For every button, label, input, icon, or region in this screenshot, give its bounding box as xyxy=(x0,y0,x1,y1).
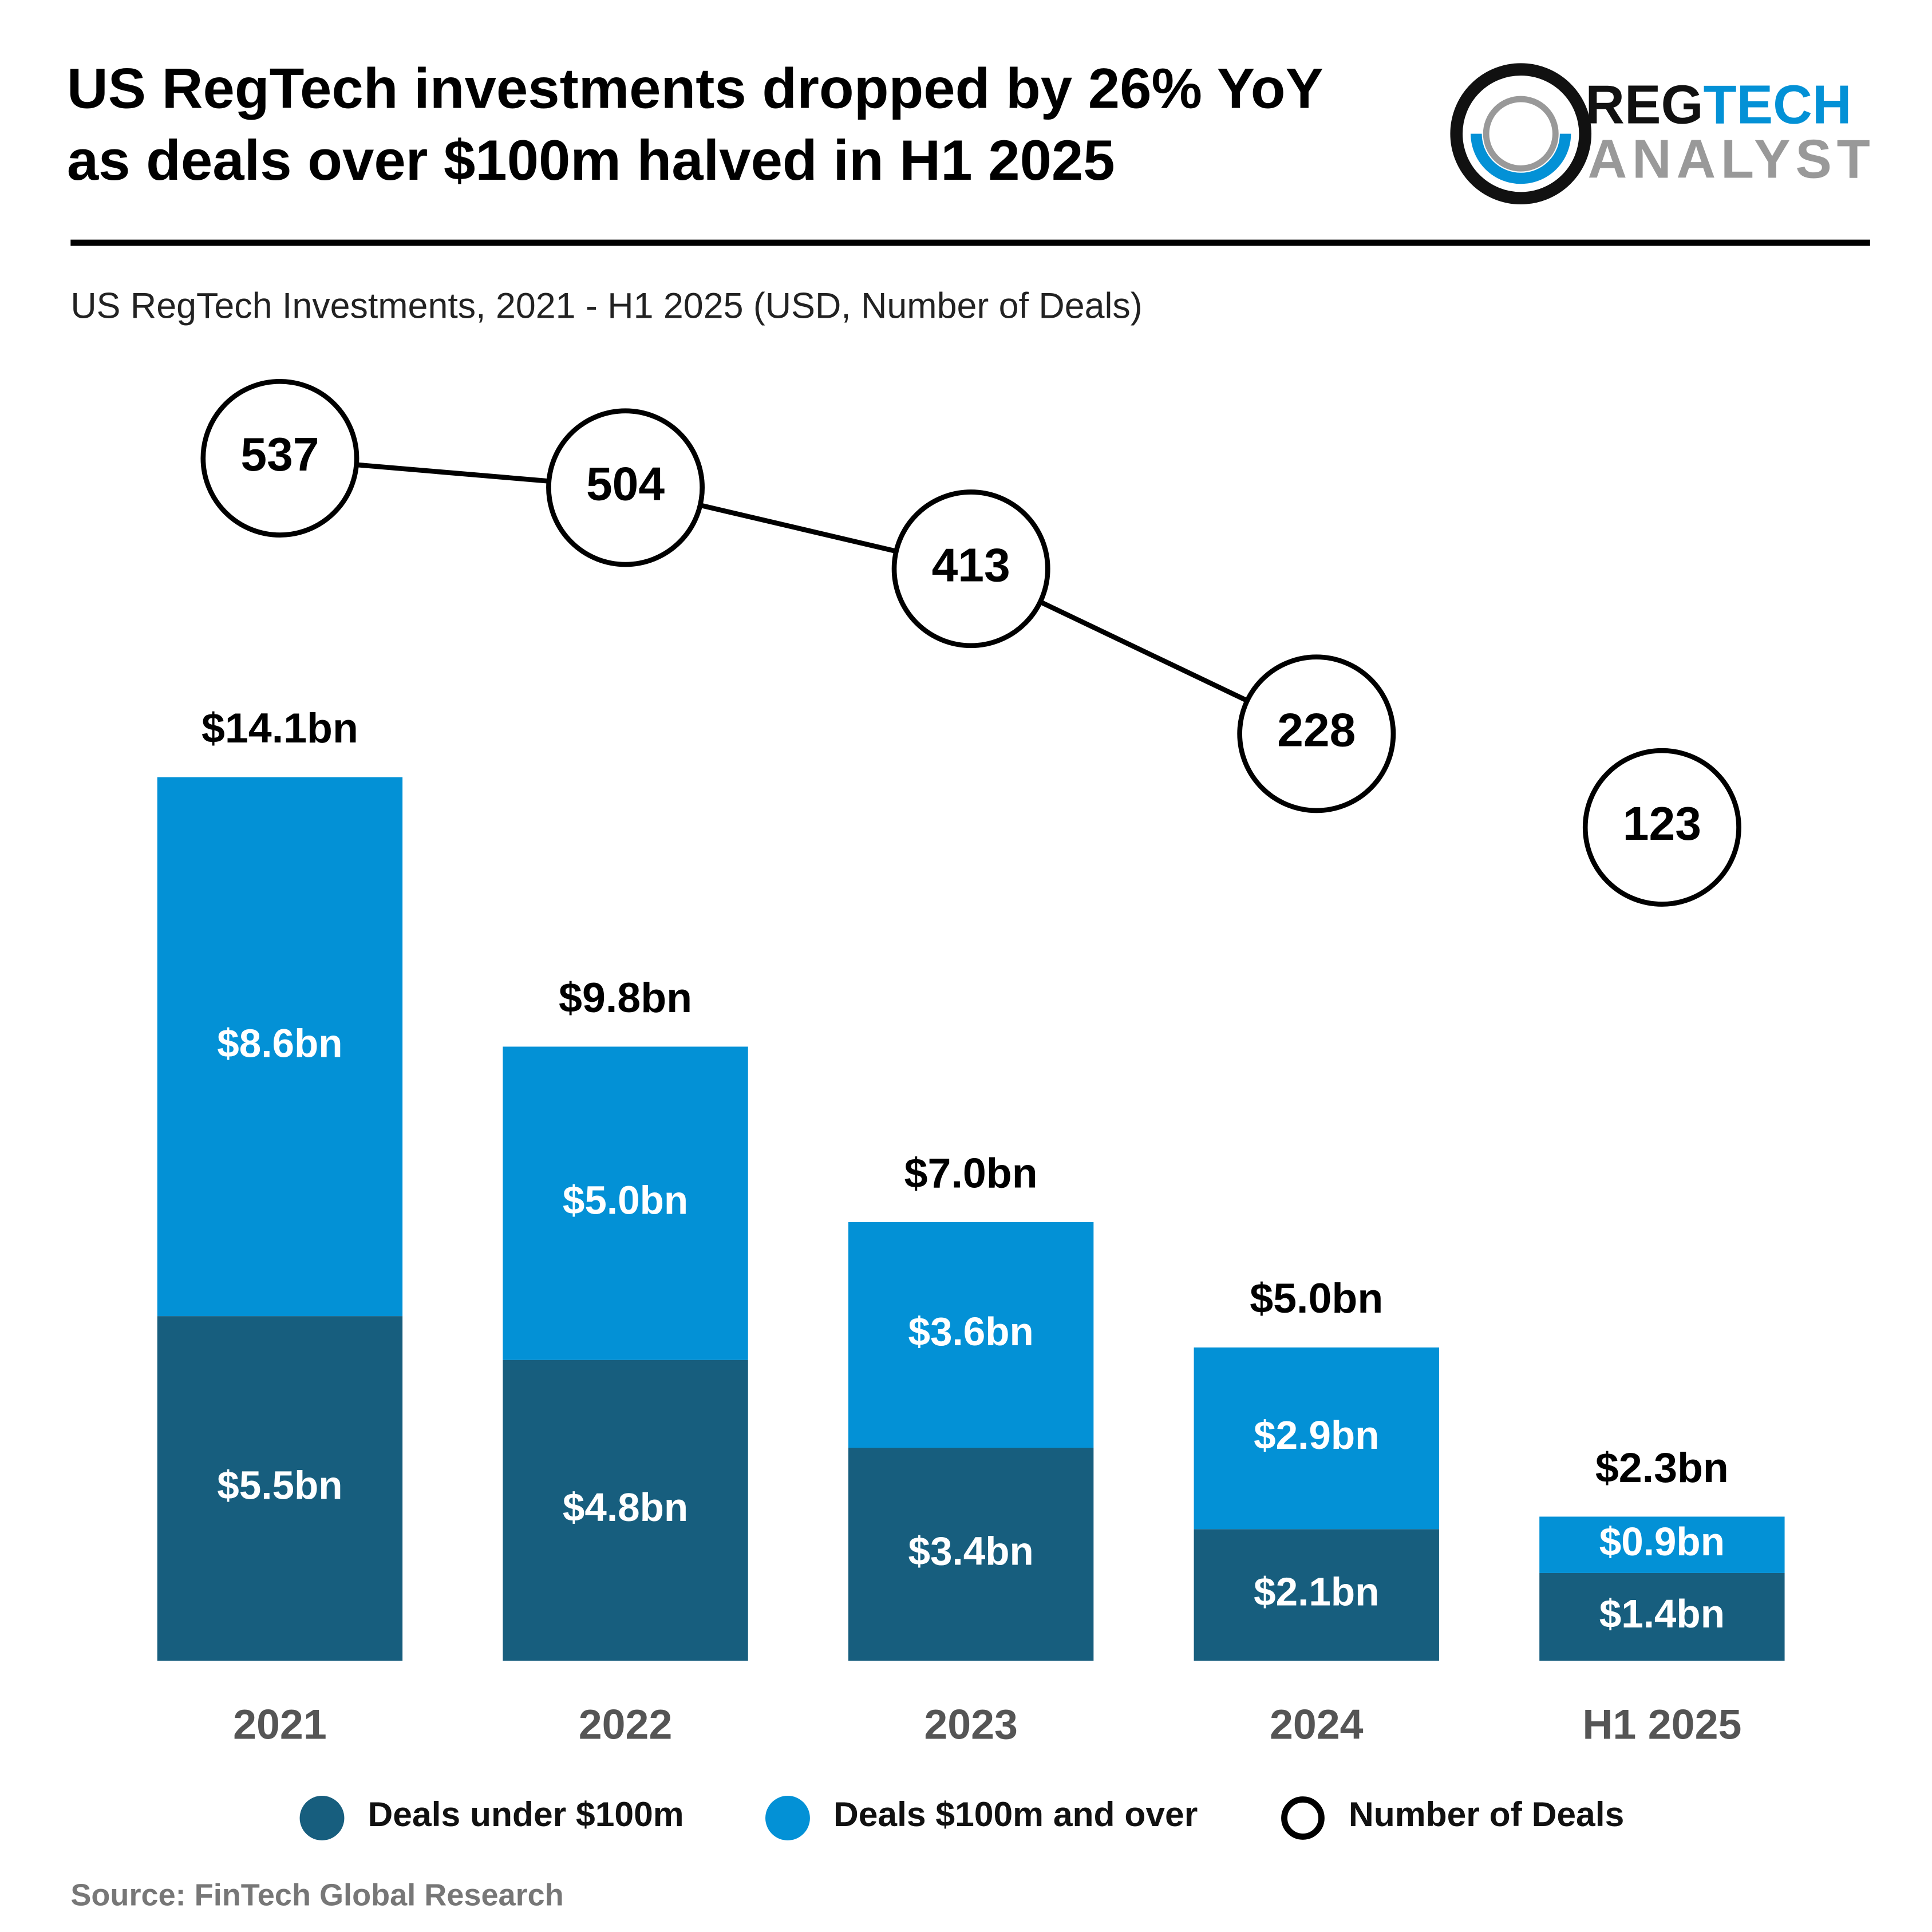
segment-label: $2.1bn xyxy=(1254,1570,1379,1614)
bar-segment xyxy=(157,777,403,1317)
chart-title: as deals over $100m halved in H1 2025 xyxy=(67,129,1115,192)
subtitle: US RegTech Investments, 2021 - H1 2025 (… xyxy=(70,286,1142,326)
bar-segment xyxy=(1194,1347,1439,1530)
legend-label: Deals under $100m xyxy=(368,1795,684,1834)
legend-label: Deals $100m and over xyxy=(833,1795,1198,1834)
segment-label: $2.9bn xyxy=(1254,1413,1379,1457)
deals-marker xyxy=(1582,748,1741,907)
total-label: $2.3bn xyxy=(1595,1444,1729,1491)
logo-tech: TECH xyxy=(1704,75,1852,136)
deals-label: 537 xyxy=(240,429,319,481)
legend-label: Number of Deals xyxy=(1349,1795,1624,1834)
segment-label: $1.4bn xyxy=(1599,1591,1725,1636)
deals-marker xyxy=(200,379,359,538)
legend-marker xyxy=(299,1796,345,1840)
legend-marker xyxy=(1281,1796,1325,1840)
logo-ring xyxy=(1450,63,1592,204)
deals-label: 123 xyxy=(1623,798,1701,850)
deals-label: 413 xyxy=(932,539,1010,591)
x-tick-label: 2022 xyxy=(579,1700,673,1748)
bar-segment xyxy=(503,1360,748,1661)
deals-line xyxy=(279,456,1318,736)
x-tick-label: 2023 xyxy=(924,1700,1018,1748)
total-label: $7.0bn xyxy=(904,1149,1038,1196)
deals-label: 228 xyxy=(1277,705,1356,757)
source: Source: FinTech Global Research xyxy=(70,1878,563,1913)
logo-reg: REG xyxy=(1585,75,1703,136)
logo: REGTECH ANALYST xyxy=(1450,63,1870,204)
bar-segment xyxy=(157,1316,403,1661)
x-tick-label: H1 2025 xyxy=(1582,1700,1741,1748)
deals-label: 504 xyxy=(586,459,665,511)
legend-marker xyxy=(765,1796,810,1840)
segment-label: $8.6bn xyxy=(217,1021,342,1066)
bar-segment xyxy=(1194,1529,1439,1661)
x-tick-label: 2024 xyxy=(1270,1700,1364,1748)
deals-marker xyxy=(891,489,1050,649)
bar-segment xyxy=(1539,1573,1785,1661)
logo-inner xyxy=(1483,96,1559,172)
logo-text: REGTECH xyxy=(1585,75,1851,136)
x-tick-label: 2021 xyxy=(233,1700,327,1748)
segment-label: $5.0bn xyxy=(563,1178,688,1222)
total-label: $14.1bn xyxy=(202,704,358,752)
segment-label: $3.4bn xyxy=(908,1528,1034,1573)
bar-segment xyxy=(848,1222,1094,1448)
bar-segment xyxy=(1539,1516,1785,1573)
bar-segment xyxy=(848,1448,1094,1661)
bar-segment xyxy=(503,1046,748,1360)
total-label: $5.0bn xyxy=(1250,1274,1383,1322)
segment-label: $5.5bn xyxy=(217,1463,342,1507)
deals-marker xyxy=(546,408,705,567)
total-label: $9.8bn xyxy=(559,974,692,1021)
segment-label: $4.8bn xyxy=(563,1485,688,1530)
segment-label: $3.6bn xyxy=(908,1309,1034,1354)
logo-analyst: ANALYST xyxy=(1588,129,1870,190)
deals-marker xyxy=(1237,654,1396,813)
segment-label: $0.9bn xyxy=(1599,1519,1725,1564)
chart-title: US RegTech investments dropped by 26% Yo… xyxy=(67,57,1323,121)
logo-arc xyxy=(1471,133,1571,184)
